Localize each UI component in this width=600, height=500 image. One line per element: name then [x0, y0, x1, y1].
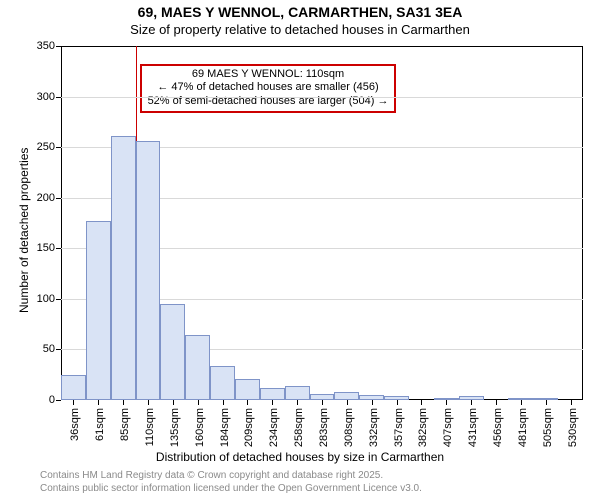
ytick-label: 50	[43, 343, 55, 355]
ytick-mark	[56, 349, 61, 350]
xtick-label: 505sqm	[542, 408, 554, 447]
xtick-label: 85sqm	[119, 408, 131, 441]
ytick-mark	[56, 46, 61, 47]
xtick-label: 209sqm	[243, 408, 255, 447]
axis-right	[582, 46, 583, 400]
bar	[235, 379, 260, 400]
xtick-mark	[471, 400, 472, 405]
plot-area: 69 MAES Y WENNOL: 110sqm← 47% of detache…	[61, 46, 583, 400]
axis-top	[61, 46, 583, 47]
xtick-label: 36sqm	[69, 408, 81, 441]
xtick-label: 308sqm	[343, 408, 355, 447]
ytick-label: 200	[37, 192, 55, 204]
xtick-label: 431sqm	[467, 408, 479, 447]
xtick-mark	[546, 400, 547, 405]
ytick-label: 0	[49, 394, 55, 406]
xtick-label: 110sqm	[144, 408, 156, 446]
bar	[334, 392, 359, 400]
annotation-box: 69 MAES Y WENNOL: 110sqm← 47% of detache…	[140, 64, 397, 113]
ytick-mark	[56, 198, 61, 199]
ytick-mark	[56, 248, 61, 249]
xtick-label: 382sqm	[417, 408, 429, 447]
xtick-mark	[322, 400, 323, 405]
xtick-label: 357sqm	[393, 408, 405, 447]
chart-subtitle: Size of property relative to detached ho…	[0, 22, 600, 37]
bar	[111, 136, 136, 400]
xtick-mark	[173, 400, 174, 405]
bar	[86, 221, 111, 400]
xtick-label: 184sqm	[219, 408, 231, 447]
xtick-mark	[571, 400, 572, 405]
xtick-mark	[397, 400, 398, 405]
xtick-mark	[347, 400, 348, 405]
xtick-mark	[73, 400, 74, 405]
bar	[260, 388, 285, 400]
xtick-label: 258sqm	[293, 408, 305, 447]
bar	[160, 304, 185, 400]
bar	[136, 141, 161, 400]
annotation-line: 69 MAES Y WENNOL: 110sqm	[148, 68, 389, 82]
xtick-label: 407sqm	[442, 408, 454, 447]
x-axis-label: Distribution of detached houses by size …	[0, 450, 600, 464]
annotation-line: ← 47% of detached houses are smaller (45…	[148, 81, 389, 95]
y-axis-label: Number of detached properties	[17, 148, 31, 313]
ytick-mark	[56, 147, 61, 148]
xtick-mark	[123, 400, 124, 405]
bar	[185, 335, 210, 400]
xtick-mark	[496, 400, 497, 405]
bar	[210, 366, 235, 400]
xtick-mark	[272, 400, 273, 405]
xtick-mark	[372, 400, 373, 405]
ytick-mark	[56, 299, 61, 300]
ytick-label: 250	[37, 141, 55, 153]
ytick-mark	[56, 97, 61, 98]
ytick-mark	[56, 400, 61, 401]
xtick-label: 61sqm	[94, 408, 106, 441]
xtick-label: 481sqm	[517, 408, 529, 447]
xtick-mark	[297, 400, 298, 405]
xtick-mark	[148, 400, 149, 405]
xtick-label: 283sqm	[318, 408, 330, 447]
ytick-label: 100	[37, 293, 55, 305]
ytick-label: 300	[37, 91, 55, 103]
attribution-line: Contains public sector information licen…	[40, 483, 422, 496]
xtick-mark	[98, 400, 99, 405]
chart-title: 69, MAES Y WENNOL, CARMARTHEN, SA31 3EA	[0, 4, 600, 20]
bar	[285, 386, 310, 400]
xtick-label: 234sqm	[268, 408, 280, 447]
xtick-label: 456sqm	[492, 408, 504, 447]
xtick-mark	[198, 400, 199, 405]
xtick-label: 160sqm	[194, 408, 206, 447]
gridline	[61, 97, 583, 98]
xtick-mark	[223, 400, 224, 405]
attribution-line: Contains HM Land Registry data © Crown c…	[40, 470, 422, 483]
xtick-mark	[521, 400, 522, 405]
ytick-label: 350	[37, 40, 55, 52]
xtick-mark	[446, 400, 447, 405]
bar	[61, 375, 86, 400]
ytick-label: 150	[37, 242, 55, 254]
axis-left	[61, 46, 62, 400]
chart-container: { "chart": { "type": "histogram", "title…	[0, 0, 600, 500]
xtick-mark	[421, 400, 422, 405]
xtick-label: 530sqm	[567, 408, 579, 447]
xtick-label: 332sqm	[368, 408, 380, 447]
xtick-label: 135sqm	[169, 408, 181, 447]
attribution-text: Contains HM Land Registry data © Crown c…	[40, 470, 422, 495]
xtick-mark	[247, 400, 248, 405]
